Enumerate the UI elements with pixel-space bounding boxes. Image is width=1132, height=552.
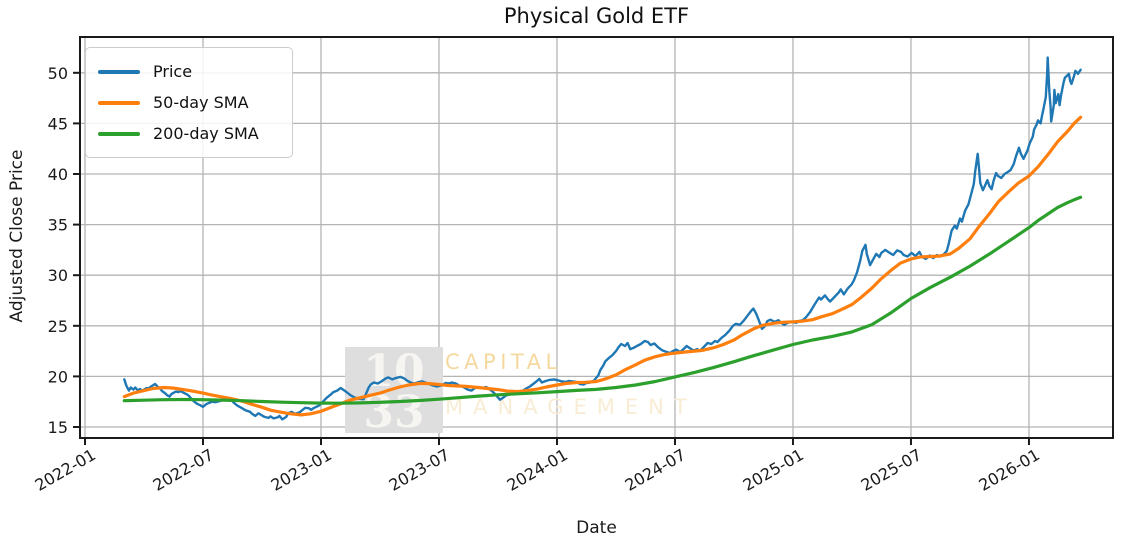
legend-item-price: Price bbox=[98, 56, 280, 87]
series-line-50-day-sma bbox=[122, 115, 1083, 417]
y-axis-label: Adjusted Close Price bbox=[7, 149, 27, 323]
legend-swatch-price bbox=[98, 69, 140, 74]
y-tick-label: 20 bbox=[48, 367, 68, 386]
x-tick-label: 2024-07 bbox=[622, 445, 689, 495]
x-tick-label: 2026-01 bbox=[976, 445, 1043, 495]
y-tick-label: 50 bbox=[48, 64, 68, 83]
x-tick-label: 2024-01 bbox=[504, 445, 571, 495]
x-axis-label: Date bbox=[576, 518, 617, 538]
series-line-200-day-sma bbox=[122, 195, 1083, 405]
x-tick-label: 2023-07 bbox=[386, 445, 453, 495]
y-tick-label: 30 bbox=[48, 266, 68, 285]
y-tick-label: 15 bbox=[48, 418, 68, 437]
plot-border bbox=[79, 36, 1114, 439]
legend-label-sma50: 50-day SMA bbox=[153, 93, 249, 112]
series-layer bbox=[122, 56, 1083, 421]
legend-item-sma200: 200-day SMA bbox=[98, 118, 280, 149]
y-tick-label: 45 bbox=[48, 114, 68, 133]
legend-item-sma50: 50-day SMA bbox=[98, 87, 280, 118]
watermark-word-management: MANAGEMENT bbox=[445, 395, 697, 419]
legend-swatch-sma200 bbox=[98, 131, 140, 136]
y-tick-label: 40 bbox=[48, 165, 68, 184]
y-tick-label: 25 bbox=[48, 317, 68, 336]
x-tick-label: 2022-01 bbox=[32, 445, 99, 495]
legend-label-sma200: 200-day SMA bbox=[153, 124, 259, 143]
legend-swatch-sma50 bbox=[98, 100, 140, 105]
legend-label-price: Price bbox=[153, 62, 193, 81]
y-tick-label: 35 bbox=[48, 216, 68, 235]
x-tick-label: 2025-07 bbox=[858, 445, 925, 495]
watermark-word-capital: CAPITAL bbox=[445, 350, 562, 374]
series-line-price bbox=[123, 56, 1082, 421]
x-tick-label: 2025-01 bbox=[740, 445, 807, 495]
x-tick-label: 2023-01 bbox=[268, 445, 335, 495]
chart-title: Physical Gold ETF bbox=[503, 4, 690, 28]
legend: Price 50-day SMA 200-day SMA bbox=[85, 47, 293, 158]
x-tick-label: 2022-07 bbox=[150, 445, 217, 495]
